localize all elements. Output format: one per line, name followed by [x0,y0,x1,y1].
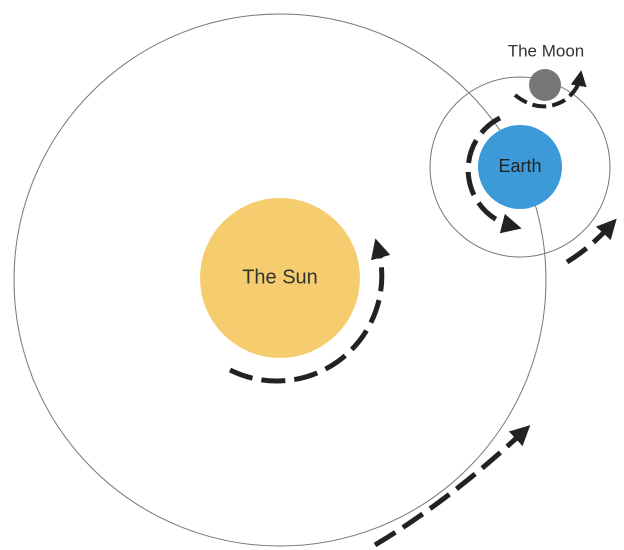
sun-label: The Sun [242,266,318,288]
moon [529,69,561,101]
solar-diagram: The Sun Earth The Moon [0,0,624,550]
earth-label: Earth [498,156,541,176]
earth-orbit-arrow [567,226,610,262]
moon-label: The Moon [508,41,585,60]
earth-orbit-arrow [375,432,523,545]
